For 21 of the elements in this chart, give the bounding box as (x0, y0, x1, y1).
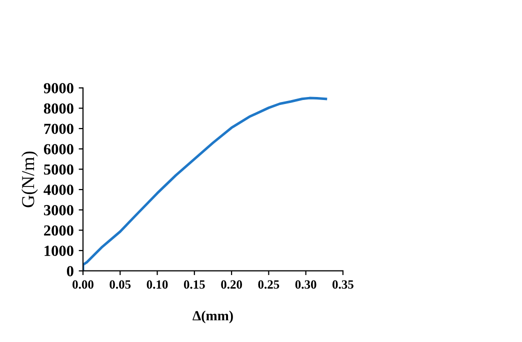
y-axis-title: G(N/m) (21, 152, 38, 208)
x-tick-label: 0.35 (332, 280, 354, 289)
y-tick-label: 9000 (44, 83, 74, 94)
line-series (83, 96, 328, 271)
x-tick-label: 0.10 (146, 280, 168, 289)
y-tick-label: 3000 (44, 205, 74, 216)
x-tick-label: 0.30 (295, 280, 316, 289)
x-axis-title: Δ(mm) (192, 310, 233, 324)
x-tick-label: 0.25 (258, 280, 280, 289)
y-tick-label: 6000 (44, 144, 74, 154)
x-tick-label: 0.05 (110, 280, 131, 289)
x-tick-label: 0.20 (221, 280, 242, 289)
y-tick-label: 4000 (44, 184, 74, 195)
y-tick-label: 7000 (44, 124, 74, 134)
y-tick-label: 1000 (44, 246, 74, 256)
y-tick-label: 0 (66, 266, 74, 276)
x-tick-label: 0.15 (184, 280, 205, 289)
y-tick-label: 5000 (44, 164, 74, 175)
y-tick-label: 2000 (44, 225, 74, 236)
x-tick-label: 0.00 (72, 280, 94, 289)
y-tick-label: 8000 (44, 103, 74, 114)
